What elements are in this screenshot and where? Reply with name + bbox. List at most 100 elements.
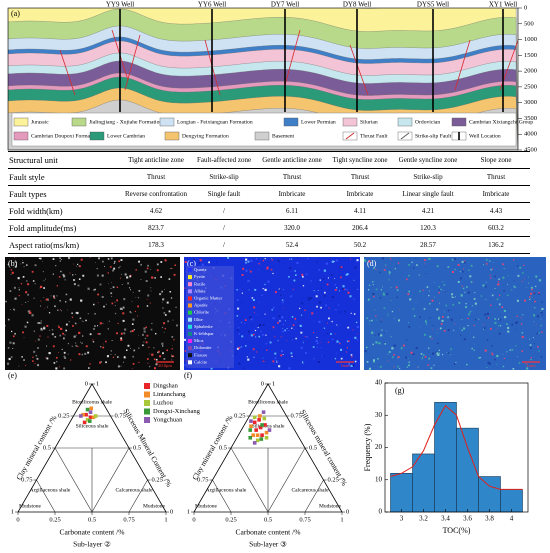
- micrograph-grain: [537, 292, 540, 295]
- data-point: [252, 415, 257, 420]
- table-cell: Thrust: [122, 168, 190, 186]
- micrograph-grain: [265, 334, 267, 336]
- micrograph-grain: [335, 333, 336, 335]
- data-point: [89, 406, 94, 411]
- micrograph-grain: [336, 352, 338, 354]
- micrograph-grain: [372, 293, 375, 296]
- micrograph-grain: [490, 277, 492, 279]
- micrograph-grain: [302, 342, 304, 344]
- micrograph-grain: [486, 312, 489, 315]
- y-tick-label: 40: [375, 379, 383, 387]
- micrograph-grain: [34, 283, 36, 285]
- micrograph-grain: [366, 361, 369, 363]
- micrograph-grain: [373, 360, 375, 363]
- tick-label: 1: [272, 380, 275, 387]
- micrograph-grain: [357, 333, 358, 335]
- micrograph-grain: [469, 275, 472, 278]
- micrograph-grain: [323, 278, 325, 280]
- micrograph-grain: [245, 345, 247, 347]
- micrograph-grain: [33, 297, 35, 299]
- micrograph-grain: [81, 320, 83, 322]
- micrograph-grain: [284, 329, 286, 332]
- micrograph-grain: [429, 303, 431, 305]
- table-cell: 136.2: [462, 236, 530, 254]
- micrograph-grain: [146, 298, 148, 300]
- micrograph-grain: [76, 265, 77, 267]
- thrust-fault: [59, 49, 76, 96]
- micrograph-grain: [499, 294, 501, 296]
- micrograph-grain: [399, 309, 400, 310]
- micrograph-grain: [158, 350, 160, 353]
- micrograph-grain: [517, 356, 518, 358]
- micrograph-grain: [102, 322, 104, 324]
- data-point: [264, 435, 269, 440]
- micrograph-grain: [529, 338, 530, 340]
- data-point: [87, 419, 92, 423]
- micrograph-grain: [327, 322, 328, 324]
- micrograph-grain: [5, 300, 7, 303]
- micrograph-grain: [112, 269, 114, 272]
- data-point: [259, 437, 264, 441]
- micrograph-grain: [88, 367, 90, 369]
- micrograph-grain: [23, 359, 25, 361]
- micrograph-grain: [465, 303, 467, 305]
- micrograph-grain: [515, 287, 517, 289]
- micrograph-grain: [302, 275, 304, 278]
- table-row: Structural unit Tight anticline zone Fault…: [8, 151, 530, 169]
- micrograph-grain: [71, 316, 74, 318]
- micrograph-grain: [347, 289, 349, 291]
- table-cell: Strike-slip: [394, 168, 462, 186]
- micrograph-grain: [541, 307, 544, 310]
- micrograph-grain: [454, 258, 456, 260]
- micrograph-grain: [483, 264, 484, 266]
- micrograph-grain: [307, 257, 309, 260]
- micrograph-grain: [150, 287, 152, 289]
- micrograph-grain: [507, 330, 510, 333]
- micrograph-grain: [424, 259, 426, 261]
- micrograph-grain: [124, 328, 127, 331]
- micrograph-grain: [129, 311, 131, 313]
- micrograph-grain: [327, 341, 330, 343]
- micrograph-grain: [277, 340, 279, 342]
- micrograph-grain: [462, 287, 465, 290]
- legend-label: Dengying Formation: [182, 133, 229, 139]
- data-point: [260, 423, 264, 427]
- micrograph-grain: [143, 327, 146, 330]
- x-tick-label: 3.8: [485, 515, 494, 523]
- micrograph-grain: [431, 299, 434, 302]
- micrograph-grain: [313, 332, 315, 334]
- micrograph-grain: [438, 286, 440, 288]
- legend-line: [400, 132, 410, 140]
- micrograph-grain: [119, 277, 121, 279]
- table-row: Fault style Thrust Strike-slip Thrust Thrust…: [8, 168, 530, 186]
- legend-swatch: [144, 408, 150, 415]
- micrograph-grain: [351, 356, 353, 358]
- micrograph-grain: [384, 343, 386, 345]
- micrograph-grain: [368, 367, 371, 370]
- micrograph-grain: [525, 287, 527, 288]
- micrograph-grain: [117, 365, 120, 368]
- micrograph-grain: [408, 274, 410, 277]
- micrograph-grain: [26, 264, 28, 266]
- table-cell: Imbricate: [326, 185, 394, 203]
- micrograph-grain: [443, 329, 446, 332]
- micrograph-grain: [483, 328, 484, 330]
- micrograph-grain: [142, 344, 144, 347]
- micrograph-grain: [409, 298, 412, 301]
- region-line: [128, 479, 148, 513]
- micrograph-grain: [497, 284, 498, 286]
- micrograph-grain: [467, 325, 469, 327]
- micrograph-grain: [27, 310, 30, 313]
- micrograph-grain: [302, 285, 305, 287]
- micrograph-grain: [149, 353, 151, 355]
- scale-label: 20.0μm: [158, 363, 172, 368]
- micrograph-grain: [145, 280, 148, 282]
- micrograph-grain: [70, 359, 72, 361]
- micrograph-grain: [172, 345, 173, 346]
- micrograph-grain: [331, 320, 333, 323]
- micrograph-grain: [281, 299, 284, 301]
- data-point: [267, 428, 272, 432]
- mineral-label: Albite: [194, 288, 205, 293]
- micrograph-grain: [94, 313, 96, 315]
- micrograph-grain: [520, 323, 523, 325]
